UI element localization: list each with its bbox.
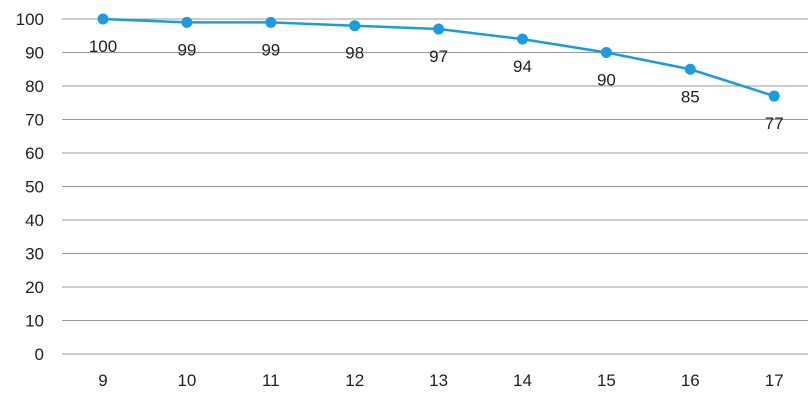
x-tick-label: 17 (765, 371, 784, 388)
data-point (97, 13, 109, 25)
y-tick-label: 60 (25, 144, 44, 163)
data-point (600, 47, 612, 58)
data-label: 85 (681, 87, 700, 106)
x-tick-label: 9 (98, 371, 107, 388)
y-tick-label: 90 (25, 44, 44, 63)
y-tick-label: 20 (25, 278, 44, 297)
data-label: 98 (345, 44, 364, 63)
data-point (265, 16, 277, 28)
data-point (433, 23, 445, 35)
data-label: 94 (513, 57, 532, 76)
x-tick-label: 15 (597, 371, 616, 388)
data-labels: 100 99 99 98 97 94 90 85 77 (89, 37, 784, 133)
x-tick-label: 16 (681, 371, 700, 388)
x-axis-ticks: 9 10 11 12 13 14 15 16 17 (98, 371, 784, 390)
data-label: 97 (429, 47, 448, 66)
series-layer (97, 13, 780, 102)
x-tick-label: 10 (177, 371, 196, 388)
data-label: 99 (177, 40, 196, 59)
y-tick-label: 70 (25, 111, 44, 130)
data-point (517, 33, 528, 45)
gridlines (62, 18, 808, 355)
data-point (349, 20, 361, 32)
x-tick-label: 13 (429, 371, 448, 388)
y-tick-label: 100 (16, 10, 44, 29)
y-tick-label: 0 (35, 345, 44, 364)
y-tick-label: 10 (25, 312, 44, 331)
data-label: 90 (597, 71, 616, 90)
y-tick-label: 30 (25, 245, 44, 264)
y-tick-label: 50 (25, 178, 44, 197)
data-label: 100 (89, 37, 117, 56)
data-label: 77 (765, 114, 784, 133)
data-point (181, 16, 193, 28)
x-tick-label: 12 (345, 371, 364, 388)
x-tick-label: 14 (513, 371, 532, 388)
data-point (684, 63, 696, 75)
y-axis-ticks: 0 10 20 30 40 50 60 70 80 90 100 (16, 10, 44, 364)
y-tick-label: 80 (25, 77, 44, 96)
x-tick-label: 11 (262, 371, 280, 388)
y-tick-label: 40 (25, 211, 44, 230)
data-point (768, 90, 780, 102)
data-label: 99 (261, 40, 280, 59)
